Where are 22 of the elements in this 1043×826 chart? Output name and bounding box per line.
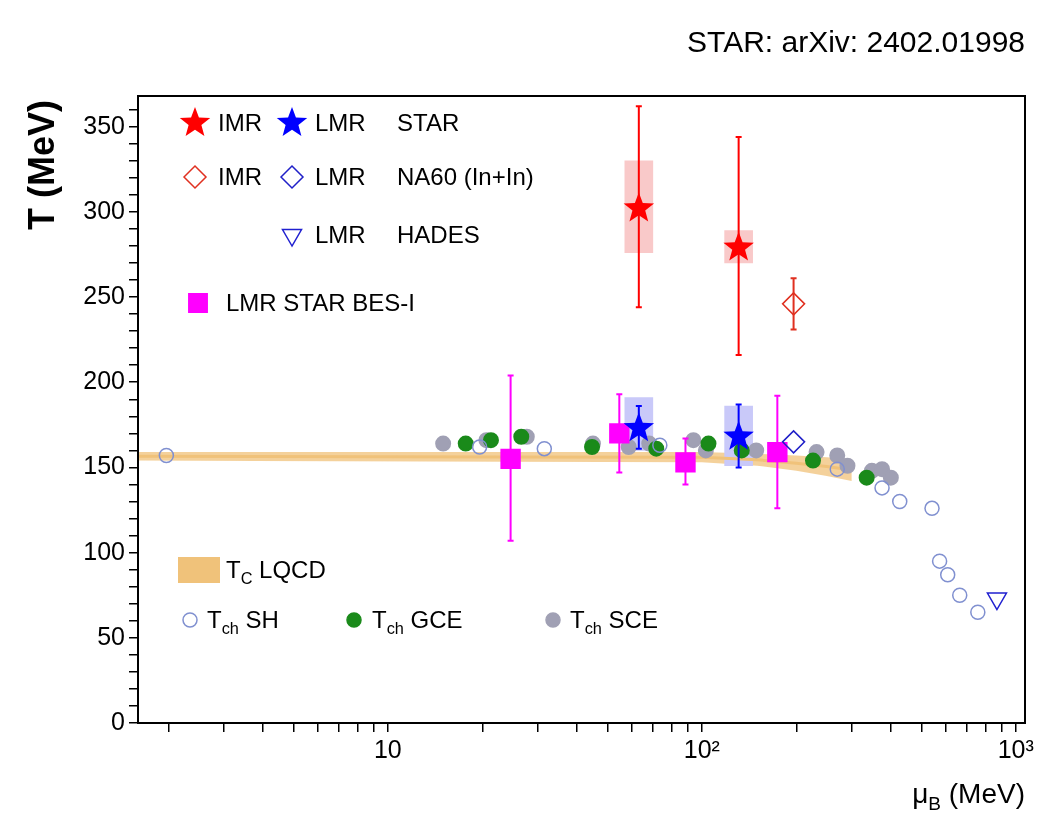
annotation: HADES — [397, 220, 480, 248]
x-tick-label: 10³ — [997, 734, 1034, 763]
legend-label: LMR STAR BES-I — [226, 288, 415, 316]
chart-title: STAR: arXiv: 2402.01998 — [687, 25, 1025, 59]
annotation: STAR — [397, 108, 460, 136]
y-tick-label: 250 — [83, 280, 125, 309]
y-tick-label: 350 — [83, 110, 125, 139]
y-tick-label: 200 — [83, 366, 125, 395]
y-axis-title: T (MeV) — [20, 99, 62, 230]
y-tick-label: 300 — [83, 195, 125, 224]
y-tick-label: 150 — [83, 451, 125, 480]
legend-label: LMR — [315, 220, 366, 248]
y-tick-label: 50 — [97, 621, 125, 650]
legend-label: LMR — [315, 162, 366, 190]
y-tick-label: 0 — [111, 706, 125, 735]
legend-label: IMR — [218, 108, 262, 136]
x-tick-label: 10² — [683, 734, 720, 763]
legend-label: LMR — [315, 108, 366, 136]
annotation: NA60 (In+In) — [397, 162, 534, 190]
y-tick-label: 100 — [83, 536, 125, 565]
x-tick-label: 10 — [373, 734, 402, 763]
legend-label: IMR — [218, 162, 262, 190]
